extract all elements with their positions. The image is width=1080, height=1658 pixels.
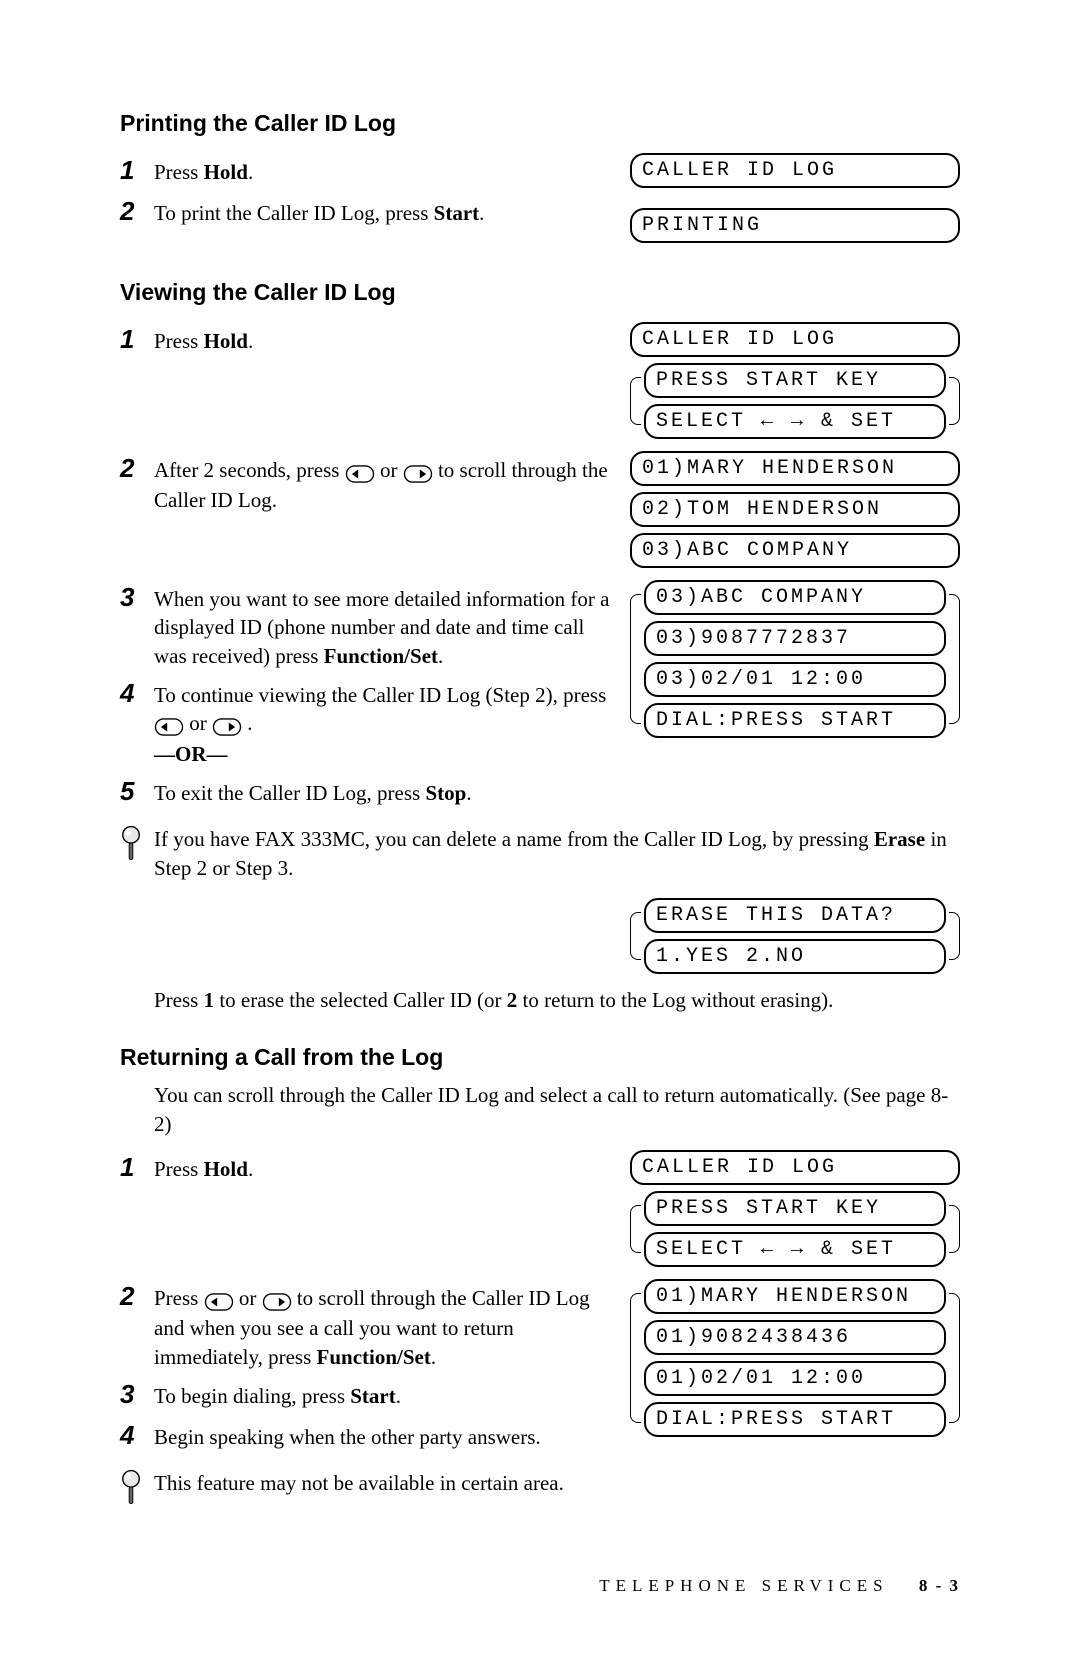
lcd-display: 01)9082438436 — [644, 1320, 946, 1355]
left-arrow-icon — [154, 711, 184, 739]
lcd-display: CALLER ID LOG — [630, 1150, 960, 1185]
lcd-display: DIAL:PRESS START — [644, 1402, 946, 1437]
step-number: 2 — [120, 1279, 154, 1314]
lcd-display: 01)MARY HENDERSON — [630, 451, 960, 486]
step: 4 To continue viewing the Caller ID Log … — [120, 676, 612, 768]
step-text: To begin dialing, press Start. — [154, 1382, 612, 1410]
lcd-display: SELECT ← → & SET — [644, 1232, 946, 1267]
step: 2 To print the Caller ID Log, press Star… — [120, 194, 612, 229]
lcd-display: 03)ABC COMPANY — [630, 533, 960, 568]
paragraph: Press 1 to erase the selected Caller ID … — [154, 986, 960, 1014]
lcd-display: SELECT ← → & SET — [644, 404, 946, 439]
heading-viewing: Viewing the Caller ID Log — [120, 277, 960, 308]
right-arrow-icon — [403, 458, 433, 486]
step-text: When you want to see more detailed infor… — [154, 585, 612, 670]
step-number: 2 — [120, 451, 154, 486]
step-text: Press Hold. — [154, 158, 612, 186]
step-text: Press Hold. — [154, 1155, 612, 1183]
step-text: Begin speaking when the other party answ… — [154, 1423, 612, 1451]
heading-printing: Printing the Caller ID Log — [120, 108, 960, 139]
step-number: 2 — [120, 194, 154, 229]
left-arrow-icon — [345, 458, 375, 486]
step-number: 3 — [120, 580, 154, 615]
or-separator: —OR— — [154, 742, 228, 766]
step-text: After 2 seconds, press or to scroll thro… — [154, 456, 612, 515]
lcd-display: CALLER ID LOG — [630, 322, 960, 357]
paragraph: You can scroll through the Caller ID Log… — [154, 1081, 960, 1138]
step: 5 To exit the Caller ID Log, press Stop. — [120, 774, 612, 809]
step-text: To continue viewing the Caller ID Log (S… — [154, 681, 612, 768]
lcd-display: 01)MARY HENDERSON — [644, 1279, 946, 1314]
step-number: 3 — [120, 1377, 154, 1412]
step: 1 Press Hold. — [120, 153, 612, 188]
page-footer: TELEPHONE SERVICES 8 - 3 — [120, 1575, 960, 1598]
step-number: 1 — [120, 153, 154, 188]
lcd-display: DIAL:PRESS START — [644, 703, 946, 738]
step-text: To print the Caller ID Log, press Start. — [154, 199, 612, 227]
lcd-display: CALLER ID LOG — [630, 153, 960, 188]
note-icon — [120, 825, 154, 870]
lcd-display: 02)TOM HENDERSON — [630, 492, 960, 527]
step-text: Press Hold. — [154, 327, 612, 355]
note-icon — [120, 1469, 154, 1514]
lcd-display: 1.YES 2.NO — [644, 939, 946, 974]
note-text: This feature may not be available in cer… — [154, 1469, 960, 1497]
lcd-display: 03)ABC COMPANY — [644, 580, 946, 615]
right-arrow-icon — [212, 711, 242, 739]
step-text: Press or to scroll through the Caller ID… — [154, 1284, 612, 1371]
footer-label: TELEPHONE SERVICES — [599, 1576, 888, 1595]
step-text: To exit the Caller ID Log, press Stop. — [154, 779, 612, 807]
lcd-display: 03)9087772837 — [644, 621, 946, 656]
lcd-display: ERASE THIS DATA? — [644, 898, 946, 933]
step-number: 1 — [120, 1150, 154, 1185]
step-number: 4 — [120, 1418, 154, 1453]
lcd-display: PRINTING — [630, 208, 960, 243]
lcd-display: PRESS START KEY — [644, 1191, 946, 1226]
heading-returning: Returning a Call from the Log — [120, 1042, 960, 1073]
page-number: 8 - 3 — [919, 1576, 960, 1595]
step-number: 1 — [120, 322, 154, 357]
step-number: 4 — [120, 676, 154, 711]
step: 1 Press Hold. — [120, 1150, 612, 1185]
right-arrow-icon — [262, 1286, 292, 1314]
step: 3 When you want to see more detailed inf… — [120, 580, 612, 670]
step: 4 Begin speaking when the other party an… — [120, 1418, 612, 1453]
lcd-display: 01)02/01 12:00 — [644, 1361, 946, 1396]
step: 2 Press or to scroll through the Caller … — [120, 1279, 612, 1371]
lcd-display: PRESS START KEY — [644, 363, 946, 398]
step: 1 Press Hold. — [120, 322, 612, 357]
note-text: If you have FAX 333MC, you can delete a … — [154, 825, 960, 882]
lcd-display: 03)02/01 12:00 — [644, 662, 946, 697]
step-number: 5 — [120, 774, 154, 809]
left-arrow-icon — [204, 1286, 234, 1314]
step: 2 After 2 seconds, press or to scroll th… — [120, 451, 612, 515]
step: 3 To begin dialing, press Start. — [120, 1377, 612, 1412]
